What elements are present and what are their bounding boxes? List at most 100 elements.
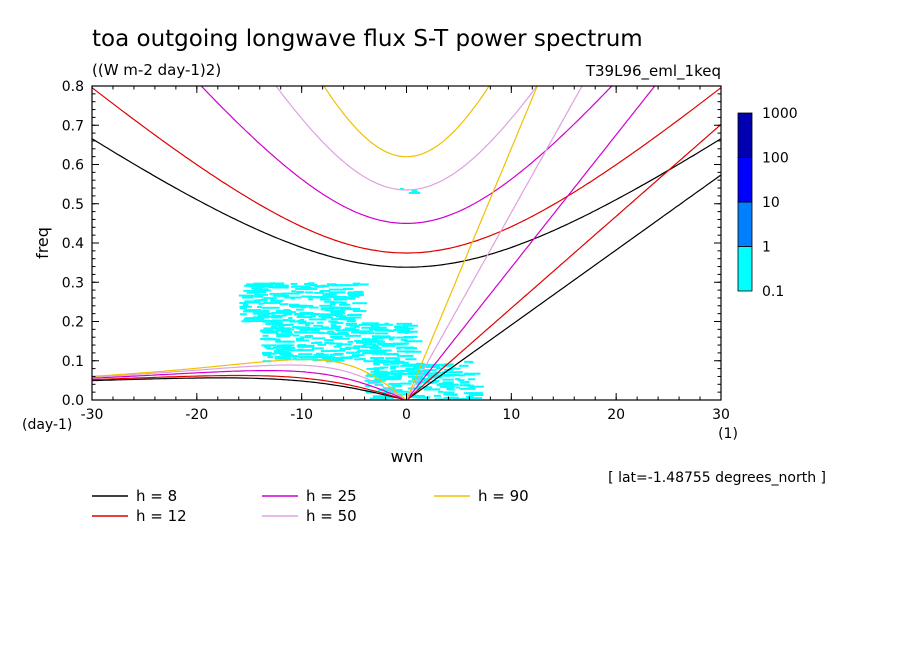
spectrum-cell xyxy=(330,349,346,352)
spectrum-cell xyxy=(265,346,271,349)
y-axis-label: freq xyxy=(33,227,52,259)
spectrum-cell xyxy=(392,352,398,355)
spectrum-cell xyxy=(367,381,376,384)
spectrum-cell xyxy=(390,362,400,365)
y-tick-label: 0.7 xyxy=(62,118,84,134)
x-tick-label: 10 xyxy=(502,407,520,423)
spectrum-cell xyxy=(423,379,430,382)
spectrum-cell xyxy=(396,347,401,350)
spectrum-cell xyxy=(301,295,313,298)
spectrum-cell xyxy=(372,397,381,400)
spectrum-cell xyxy=(356,341,373,344)
spectrum-cell xyxy=(296,339,310,342)
spectrum-cell xyxy=(330,321,337,324)
kelvin-wave-line xyxy=(406,123,721,400)
spectrum-cell xyxy=(395,342,408,345)
spectrum-cell xyxy=(433,380,440,383)
spectrum-cell xyxy=(297,314,304,317)
kelvin-wave-line xyxy=(406,174,721,400)
spectrum-cell xyxy=(262,310,270,313)
x-tick-label: 20 xyxy=(607,407,625,423)
spectrum-cell xyxy=(455,378,461,381)
x-axis-unit: (1) xyxy=(718,426,738,442)
spectrum-cell xyxy=(436,384,442,387)
spectrum-cell xyxy=(334,309,345,312)
spectrum-cell xyxy=(353,347,360,350)
spectrum-cell xyxy=(276,335,291,338)
spectrum-cell xyxy=(262,334,269,337)
spectrum-cell xyxy=(284,296,302,299)
spectrum-cell xyxy=(339,348,352,351)
spectrum-cell xyxy=(371,335,380,338)
spectrum-cell xyxy=(266,347,274,350)
spectrum-cell xyxy=(279,303,289,306)
spectrum-cell xyxy=(374,329,393,332)
spectrum-cell xyxy=(275,309,292,312)
dispersion-curves-8 xyxy=(92,138,721,400)
spectrum-cell xyxy=(308,306,319,309)
spectrum-cell xyxy=(274,357,291,360)
spectrum-shading xyxy=(364,360,484,400)
spectrum-cell xyxy=(372,344,379,347)
spectrum-cell xyxy=(435,367,443,370)
spectrum-cell xyxy=(379,375,397,378)
spectrum-cell xyxy=(383,363,390,366)
spectrum-cell xyxy=(330,312,346,315)
spectrum-cell xyxy=(253,290,264,293)
spectrum-cell xyxy=(297,344,307,347)
spectrum-cell xyxy=(355,330,373,333)
chart-subtitle: ((W m-2 day-1)2) xyxy=(92,61,221,79)
spectrum-cell xyxy=(467,378,476,381)
spectrum-shading xyxy=(238,282,369,323)
legend-entry: h = 12 xyxy=(136,507,187,525)
spectrum-cell xyxy=(345,322,358,325)
spectrum-cell xyxy=(284,312,293,315)
spectrum-cell xyxy=(330,293,337,296)
spectrum-cell xyxy=(452,398,463,400)
spectrum-cell xyxy=(405,358,417,361)
spectrum-cell xyxy=(382,371,393,374)
spectrum-cell xyxy=(243,295,255,298)
spectrum-cell xyxy=(317,343,327,346)
spectrum-cell xyxy=(371,337,384,340)
spectrum-cell xyxy=(340,308,356,311)
spectrum-cell xyxy=(328,358,338,361)
spectrum-cell xyxy=(377,342,394,345)
rossby-wave-line xyxy=(92,377,407,400)
spectrum-cell xyxy=(338,316,354,319)
spectrum-cell xyxy=(298,312,310,315)
spectrum-cell xyxy=(373,369,380,372)
spectrum-cell xyxy=(271,316,283,319)
spectrum-cell xyxy=(375,332,389,335)
spectrum-cell xyxy=(336,344,343,347)
spectrum-cell xyxy=(468,385,484,388)
spectrum-cell xyxy=(434,388,439,391)
spectrum-cell xyxy=(302,286,309,289)
spectrum-cell xyxy=(260,337,269,340)
spectrum-cell xyxy=(263,327,276,330)
spectrum-cell xyxy=(272,286,289,289)
spectrum-cell xyxy=(373,357,379,360)
spectrum-cell xyxy=(294,331,304,334)
x-tick-label: -20 xyxy=(185,407,208,423)
spectrum-cell xyxy=(296,316,313,319)
dataset-label: T39L96_eml_1keq xyxy=(585,62,721,81)
spectrum-cell xyxy=(390,365,399,368)
spectrum-cell xyxy=(311,347,324,350)
spectrum-cell xyxy=(296,308,304,311)
spectrum-cell xyxy=(407,373,424,376)
spectrum-cell xyxy=(322,356,335,359)
spectrum-cell xyxy=(392,390,409,393)
spectrum-cell xyxy=(448,374,458,377)
spectrum-cell xyxy=(364,379,376,382)
spectrum-cell xyxy=(321,357,336,360)
spectrum-cell xyxy=(262,320,279,323)
spectrum-cell xyxy=(378,373,390,376)
spectrum-cell xyxy=(304,324,310,327)
spectrum-cell xyxy=(433,394,442,397)
spectrum-cell xyxy=(374,380,379,383)
spectrum-cell xyxy=(429,364,440,367)
spectrum-cell xyxy=(335,329,353,332)
spectrum-cell xyxy=(372,347,379,350)
y-tick-label: 0.4 xyxy=(62,236,84,252)
